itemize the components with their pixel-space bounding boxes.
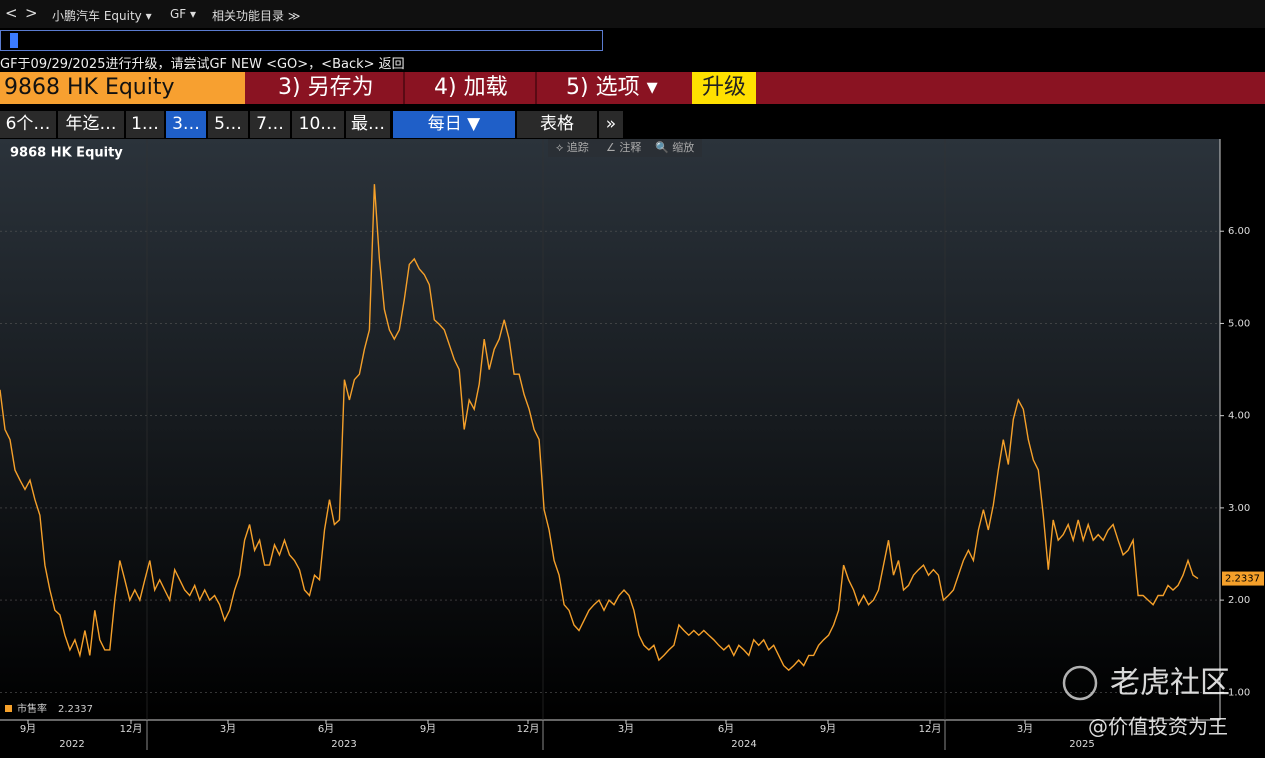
- plot-background: [0, 139, 1220, 720]
- last-value-tag: [1222, 571, 1264, 586]
- y-tick-label: 5.00: [1228, 318, 1250, 329]
- watermark-author: @价值投资为王: [1088, 715, 1228, 739]
- tab[interactable]: 7…: [250, 111, 290, 138]
- chart-tools: [548, 139, 702, 157]
- tab[interactable]: 最…: [346, 111, 390, 138]
- watermark-logo: [1062, 665, 1098, 701]
- more-button[interactable]: »: [599, 111, 623, 138]
- command-line[interactable]: [0, 30, 603, 51]
- upgrade-button[interactable]: 升级: [692, 72, 756, 104]
- options-button[interactable]: 5) 选项 ▾: [566, 75, 658, 100]
- divider: [403, 72, 405, 104]
- period-menu[interactable]: 每日 ▼: [393, 111, 515, 138]
- toolbar: 9868 HK Equity 3) 另存为 4) 加载 5) 选项 ▾ 升级: [0, 72, 1265, 104]
- year-label: 2023: [331, 739, 356, 750]
- tool-zoom[interactable]: 🔍 缩放: [655, 140, 694, 154]
- year-label: 2025: [1069, 739, 1094, 750]
- plot: 1.00 2.00 3.00 4.00 5.00 6.00 9月 12月 3月 6月 9月 12月 3月…: [0, 139, 1264, 750]
- message: GF于09/29/2025进行升级，请尝试GF NEW <GO>，<Back> …: [0, 57, 405, 72]
- table-button[interactable]: 表格: [517, 111, 597, 138]
- tool-track[interactable]: ⟡ 追踪: [556, 140, 589, 154]
- save-button[interactable]: 3) 另存为: [278, 75, 374, 100]
- last-value-label: 2.2337: [1225, 574, 1260, 585]
- tool-annotate[interactable]: ∠ 注释: [606, 140, 641, 154]
- tab[interactable]: 1…: [126, 111, 164, 138]
- y-tick-label: 2.00: [1228, 595, 1250, 606]
- y-tick-label: 1.00: [1228, 687, 1250, 698]
- tab[interactable]: 6个…: [0, 111, 56, 138]
- related-menu[interactable]: 相关功能目录 ≫: [212, 9, 301, 23]
- x-tick-label: 12月: [919, 723, 942, 735]
- y-tick-label: 3.00: [1228, 503, 1250, 514]
- x-tick-label: 3月: [1017, 723, 1033, 735]
- year-label: 2022: [59, 739, 84, 750]
- back-button[interactable]: <: [5, 4, 18, 22]
- divider: [535, 72, 537, 104]
- chart-title: 9868 HK Equity: [10, 146, 123, 161]
- tab[interactable]: 年迄…: [58, 111, 124, 138]
- legend-label: 市售率: [17, 702, 47, 715]
- tabs: 6个… 年迄… 1… 3… 5… 7… 10… 最… 每日 ▼ 表格 »: [0, 111, 1265, 138]
- x-tick-label: 12月: [517, 723, 540, 735]
- x-tick-label: 3月: [220, 723, 236, 735]
- x-tick-label: 9月: [820, 723, 836, 735]
- x-tick-label: 12月: [120, 723, 143, 735]
- function-menu[interactable]: GF ▾: [170, 7, 197, 21]
- security-menu[interactable]: 小鹏汽车 Equity ▾: [52, 9, 152, 23]
- y-tick-label: 6.00: [1228, 226, 1250, 237]
- tab[interactable]: 5…: [208, 111, 248, 138]
- x-tick-label: 9月: [20, 723, 36, 735]
- year-label: 2024: [731, 739, 756, 750]
- legend-swatch: [5, 705, 12, 712]
- series-line: [0, 184, 1199, 672]
- cursor: [10, 33, 18, 48]
- y-tick-label: 4.00: [1228, 411, 1250, 422]
- x-tick-label: 3月: [618, 723, 634, 735]
- nav-bar: < > 小鹏汽车 Equity ▾ GF ▾ 相关功能目录 ≫: [0, 0, 1265, 28]
- legend-value: 2.2337: [58, 704, 93, 715]
- watermark-brand: 老虎社区: [1110, 666, 1230, 701]
- x-tick-label: 6月: [718, 723, 734, 735]
- x-tick-label: 6月: [318, 723, 334, 735]
- tab-active[interactable]: 3…: [166, 111, 206, 138]
- forward-button[interactable]: >: [25, 4, 38, 22]
- load-button[interactable]: 4) 加载: [434, 75, 508, 100]
- ticker-box[interactable]: 9868 HK Equity: [0, 72, 245, 104]
- x-tick-label: 9月: [420, 723, 436, 735]
- tab[interactable]: 10…: [292, 111, 344, 138]
